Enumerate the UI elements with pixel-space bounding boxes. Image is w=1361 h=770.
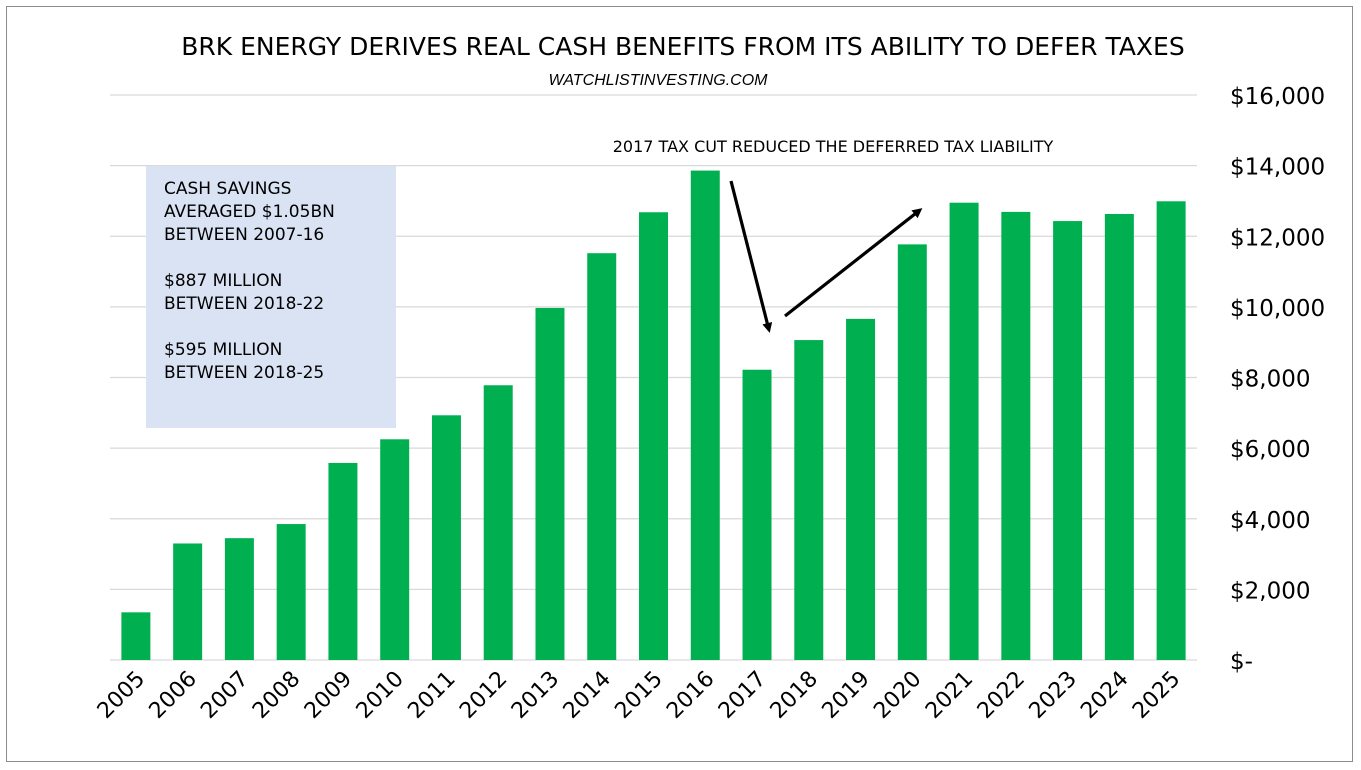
bar-2015 [639, 212, 668, 661]
x-tick-label: 2022 [973, 667, 1030, 724]
bar-2010 [380, 439, 410, 660]
y-tick-label: $14,000 [1230, 155, 1325, 181]
info-box-line: BETWEEN 2007-16 [164, 225, 324, 245]
bar-2007 [224, 538, 254, 660]
y-tick-label: $6,000 [1230, 437, 1310, 463]
bar-2024 [1104, 214, 1134, 661]
y-tick-label: $8,000 [1230, 367, 1310, 393]
x-tick-label: 2017 [714, 667, 771, 724]
x-tick-label: 2023 [1025, 667, 1082, 724]
y-tick-label: $10,000 [1230, 296, 1325, 322]
bar-2020 [897, 244, 927, 660]
y-tick-label: $- [1230, 649, 1253, 675]
bar-2014 [587, 253, 617, 660]
x-tick-label: 2012 [455, 667, 512, 724]
bar-2018 [794, 340, 824, 660]
bar-2016 [690, 170, 720, 660]
x-tick-label: 2014 [559, 667, 616, 724]
bar-2005 [121, 612, 151, 660]
chart-title: BRK ENERGY DERIVES REAL CASH BENEFITS FR… [181, 32, 1184, 61]
info-box: CASH SAVINGS AVERAGED $1.05BN BETWEEN 2007… [146, 166, 396, 428]
info-box-line: $595 MILLION [164, 340, 282, 360]
x-tick-label: 2010 [352, 667, 409, 724]
x-tick-label: 2021 [921, 667, 978, 724]
y-tick-label: $4,000 [1230, 508, 1310, 534]
info-box-line: BETWEEN 2018-22 [164, 294, 324, 314]
info-box-background [146, 166, 396, 428]
info-box-line: $887 MILLION [164, 271, 282, 291]
bar-2009 [328, 462, 358, 660]
arrow-up-to-2021 [784, 208, 923, 318]
chart-subtitle: WATCHLISTINVESTING.COM [549, 72, 769, 89]
bar-2025 [1156, 201, 1186, 660]
x-tick-label: 2011 [403, 667, 460, 724]
annotation-text: 2017 TAX CUT REDUCED THE DEFERRED TAX LI… [613, 137, 1054, 156]
arrow-down-to-2017 [729, 180, 773, 333]
bar-2022 [1001, 211, 1031, 660]
x-tick-label: 2018 [766, 667, 823, 724]
x-tick-label: 2016 [662, 667, 719, 724]
info-box-line: BETWEEN 2018-25 [164, 363, 324, 383]
bar-2012 [483, 385, 513, 660]
x-tick-label: 2015 [610, 667, 667, 724]
x-tick-label: 2005 [93, 667, 150, 724]
bar-2017 [742, 369, 772, 660]
bar-2019 [846, 318, 876, 660]
bars [121, 170, 1186, 661]
y-tick-label: $2,000 [1230, 578, 1310, 604]
bar-2023 [1053, 221, 1083, 661]
x-tick-label: 2007 [196, 667, 253, 724]
info-box-line: AVERAGED $1.05BN [164, 202, 335, 222]
x-tick-label: 2019 [818, 667, 875, 724]
bar-2021 [949, 202, 979, 660]
bar-2006 [173, 543, 203, 660]
y-tick-label: $12,000 [1230, 225, 1325, 251]
info-box-line: CASH SAVINGS [164, 179, 291, 199]
bar-2008 [276, 524, 306, 660]
x-tick-label: 2025 [1128, 667, 1185, 724]
x-tick-label: 2009 [300, 667, 357, 724]
y-axis-ticks: $- $2,000 $4,000 $6,000 $8,000 $10,000 $12,000… [1230, 84, 1325, 675]
x-tick-label: 2020 [869, 667, 926, 724]
y-tick-label: $16,000 [1230, 84, 1325, 110]
x-tick-label: 2024 [1076, 667, 1133, 724]
bar-2011 [431, 415, 461, 660]
bar-2013 [535, 307, 565, 660]
x-axis-ticks: 2005200620072008200920102011201220132014… [93, 667, 1186, 724]
x-tick-label: 2006 [145, 667, 202, 724]
x-tick-label: 2013 [507, 667, 564, 724]
x-tick-label: 2008 [248, 667, 305, 724]
